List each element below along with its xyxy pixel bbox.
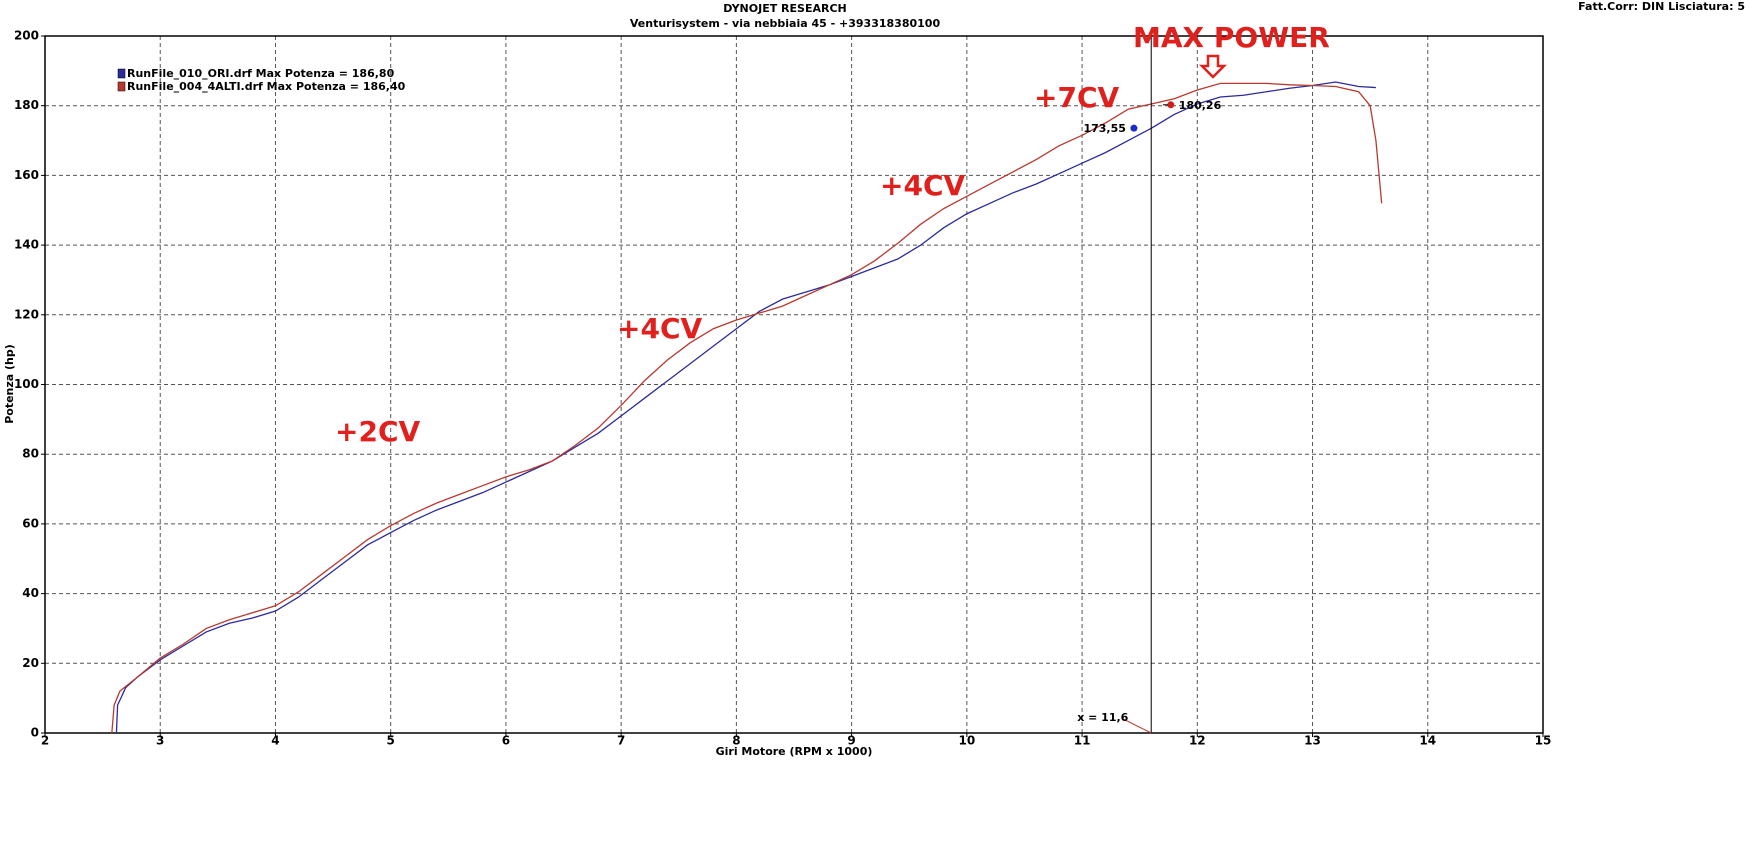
y-tick-label: 180 <box>14 98 39 112</box>
power-line <box>115 81 1376 734</box>
max-power-arrow <box>1198 54 1228 79</box>
marker <box>1130 124 1138 132</box>
x-tick-label: 3 <box>156 734 164 748</box>
y-tick-label: 200 <box>14 29 39 43</box>
y-tick-label: 20 <box>22 656 39 670</box>
y-tick-label: 100 <box>14 377 39 391</box>
y-tick-label: 160 <box>14 168 39 182</box>
marker-label: 173,55 <box>1083 122 1125 135</box>
annotation: +2CV <box>335 415 420 448</box>
x-tick-label: 7 <box>617 734 625 748</box>
x-tick-label: 5 <box>387 734 395 748</box>
annotation: +4CV <box>880 169 965 202</box>
y-tick-label: 60 <box>22 516 39 530</box>
y-tick-label: 0 <box>31 726 39 740</box>
legend-swatch <box>117 68 126 79</box>
annotation: +7CV <box>1034 81 1119 114</box>
x-tick-label: 6 <box>502 734 510 748</box>
legend-swatch <box>117 81 126 92</box>
x-tick-label: 2 <box>41 734 49 748</box>
annotation: MAX POWER <box>1133 21 1330 54</box>
x-tick-label: 11 <box>1074 734 1091 748</box>
legend-label: RunFile_010_ORI.drf Max Potenza = 186,80 <box>127 67 395 80</box>
y-tick-label: 80 <box>22 447 39 461</box>
power-line <box>111 82 1383 734</box>
x-tick-label: 8 <box>732 734 740 748</box>
plot-frame <box>44 35 1544 734</box>
x-tick-label: 4 <box>271 734 279 748</box>
x-tick-label: 12 <box>1189 734 1206 748</box>
chart-title: DYNOJET RESEARCH <box>723 2 846 15</box>
x-tick-label: 15 <box>1535 734 1552 748</box>
x-tick-label: 14 <box>1419 734 1436 748</box>
marker <box>1167 101 1175 109</box>
y-tick-label: 140 <box>14 238 39 252</box>
cursor-label: x = 11,6 <box>1077 711 1128 724</box>
marker-label: 180,26 <box>1179 99 1222 112</box>
x-axis-label: Giri Motore (RPM x 1000) <box>716 745 873 758</box>
y-tick-label: 40 <box>22 586 39 600</box>
cursor-pointer <box>1122 718 1152 734</box>
y-tick-label: 120 <box>14 307 39 321</box>
chart-subtitle: Venturisystem - via nebbiaia 45 - +39331… <box>630 17 941 30</box>
y-axis-label: Potenza (hp) <box>3 344 16 424</box>
legend-label: RunFile_004_4ALTI.drf Max Potenza = 186,… <box>127 80 406 93</box>
corner-note: Fatt.Corr: DIN Lisciatura: 5 <box>1578 0 1745 13</box>
x-tick-label: 10 <box>958 734 975 748</box>
x-tick-label: 9 <box>847 734 855 748</box>
x-tick-label: 13 <box>1304 734 1321 748</box>
annotation: +4CV <box>617 312 702 345</box>
